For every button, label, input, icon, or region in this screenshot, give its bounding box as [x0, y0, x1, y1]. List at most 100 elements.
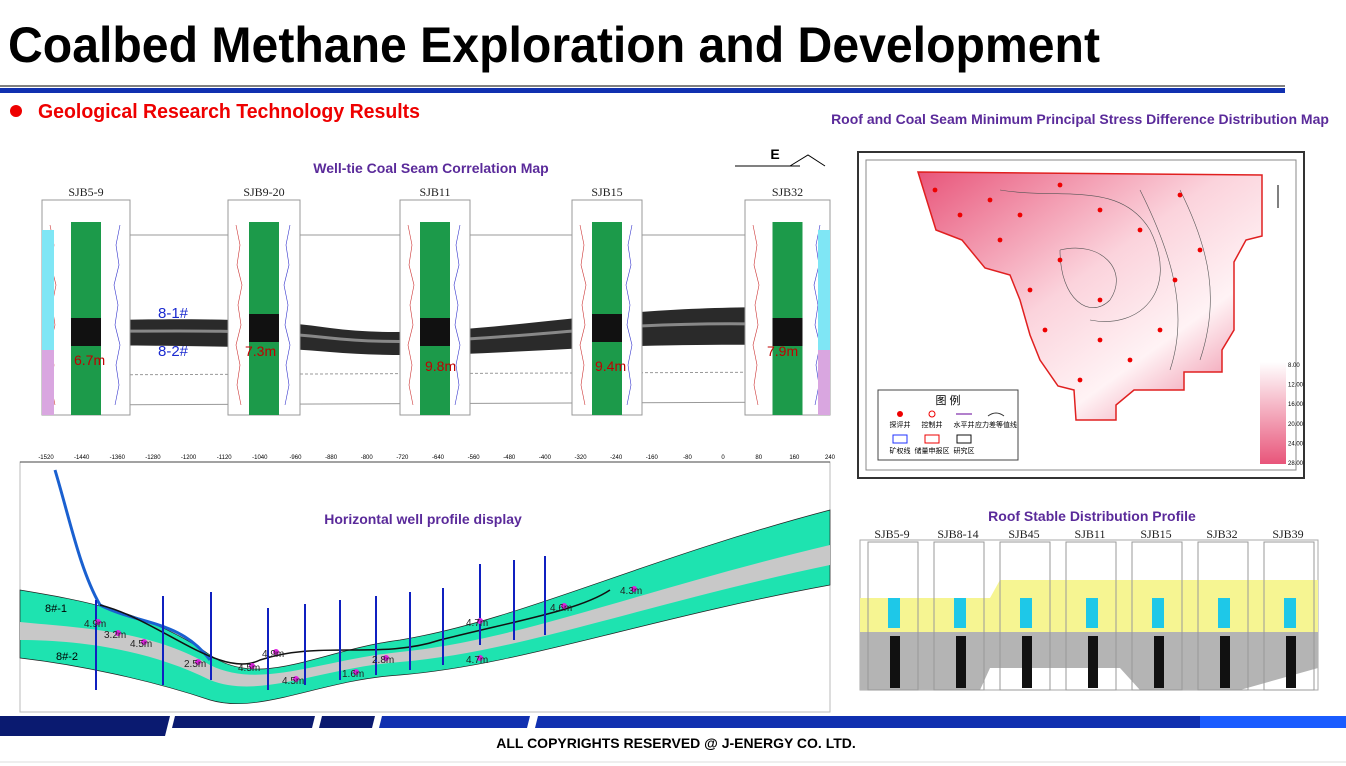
well-log	[999, 541, 1051, 691]
well-name: SJB9-20	[243, 185, 284, 199]
footer-bar	[379, 716, 530, 728]
thickness: 4.5m	[238, 663, 260, 674]
subtitle: Geological Research Technology Results	[38, 101, 420, 123]
legend-symbol	[892, 434, 908, 444]
coal	[1088, 636, 1098, 688]
x-tick-label: -1040	[252, 455, 268, 461]
legend-symbol	[987, 412, 1005, 417]
thickness: 4.7m	[466, 655, 488, 666]
strat-column	[42, 350, 54, 415]
coal	[1022, 636, 1032, 688]
footer-bar	[319, 716, 375, 728]
seam-label: 8#-1	[45, 603, 67, 615]
well-dot	[957, 212, 963, 218]
marker	[95, 619, 101, 625]
well-log	[1197, 541, 1249, 691]
well-dot	[1157, 327, 1163, 333]
x-tick-label: 160	[789, 455, 800, 461]
x-tick-label: -400	[539, 455, 552, 461]
marker	[273, 649, 279, 655]
well-log	[933, 541, 985, 691]
thickness: 4.6m	[550, 603, 572, 614]
x-tick-label: -1280	[145, 455, 161, 461]
panel-title: Horizontal well profile display	[324, 511, 522, 527]
x-tick-label: -800	[361, 455, 374, 461]
strat-column	[818, 350, 830, 415]
well-name: SJB32	[772, 185, 803, 199]
coal-seam	[20, 545, 830, 687]
well-dot	[1172, 277, 1178, 283]
panel-title: Well-tie Coal Seam Correlation Map	[313, 160, 548, 176]
coal	[1154, 636, 1164, 688]
marker	[115, 630, 121, 636]
scale-label: 28.00	[1288, 461, 1304, 467]
coal	[956, 636, 966, 688]
log-curve	[283, 224, 291, 406]
footer-bar	[1200, 716, 1346, 728]
coal	[772, 318, 803, 346]
log-curve	[813, 224, 821, 406]
well-log	[867, 541, 919, 691]
marker	[141, 639, 147, 645]
well-dot	[1137, 227, 1143, 233]
marker	[353, 669, 359, 675]
well-log	[1065, 541, 1117, 691]
well-log	[1131, 541, 1183, 691]
marker	[631, 586, 637, 592]
study-area	[916, 171, 1263, 421]
well-name: SJB45	[1008, 527, 1039, 541]
coal	[890, 636, 900, 688]
x-tick-label: -1200	[181, 455, 197, 461]
thickness: 4.5m	[282, 676, 304, 687]
legend-title: 图 例	[935, 393, 960, 407]
well-dot	[1097, 207, 1103, 213]
well-dot	[1197, 247, 1203, 253]
x-tick-label: -880	[325, 455, 338, 461]
coal	[592, 314, 622, 342]
x-tick-label: -240	[610, 455, 623, 461]
well-log	[1263, 541, 1315, 691]
footer-bar	[172, 716, 315, 728]
coal	[1220, 636, 1230, 688]
scale-label: 24.00	[1288, 441, 1304, 447]
log-curve	[113, 224, 121, 406]
footer-bar	[535, 716, 1346, 728]
scale-label: 12.00	[1288, 383, 1304, 389]
thickness: 4.5m	[130, 639, 152, 650]
bullet	[10, 105, 22, 117]
thickness: 1.6m	[342, 669, 364, 680]
color-scale	[1260, 362, 1286, 464]
roof-marker	[954, 598, 966, 628]
legend-label: 应力差等值线	[975, 420, 1017, 429]
marker	[195, 659, 201, 665]
thickness: 7.3m	[245, 343, 276, 359]
marker	[561, 603, 567, 609]
x-tick-label: 240	[825, 455, 836, 461]
legend-symbol	[897, 411, 903, 417]
well-name: SJB15	[1140, 527, 1171, 541]
seam-label: 8-2#	[158, 343, 189, 360]
roof-marker	[1086, 598, 1098, 628]
well-name: SJB8-14	[937, 527, 978, 541]
well-dot	[1017, 212, 1023, 218]
coal	[420, 318, 450, 346]
log-curve	[407, 224, 415, 406]
x-tick-label: -720	[396, 455, 409, 461]
legend-symbol	[928, 410, 936, 418]
marker	[477, 618, 483, 624]
log-curve	[453, 224, 461, 406]
coal	[1286, 636, 1296, 688]
x-tick-label: -480	[503, 455, 516, 461]
legend-label: 研究区	[954, 446, 975, 455]
well-dot	[1077, 377, 1083, 383]
well-dot	[1097, 337, 1103, 343]
seam-label: 8-1#	[158, 305, 189, 322]
thickness: 7.9m	[767, 343, 798, 359]
legend-label: 储量申报区	[915, 446, 950, 455]
x-tick-label: 80	[755, 455, 762, 461]
x-tick-label: -320	[575, 455, 588, 461]
x-tick-label: -1360	[110, 455, 126, 461]
roof-marker	[1284, 598, 1296, 628]
scale-label: 8.00	[1288, 363, 1300, 369]
